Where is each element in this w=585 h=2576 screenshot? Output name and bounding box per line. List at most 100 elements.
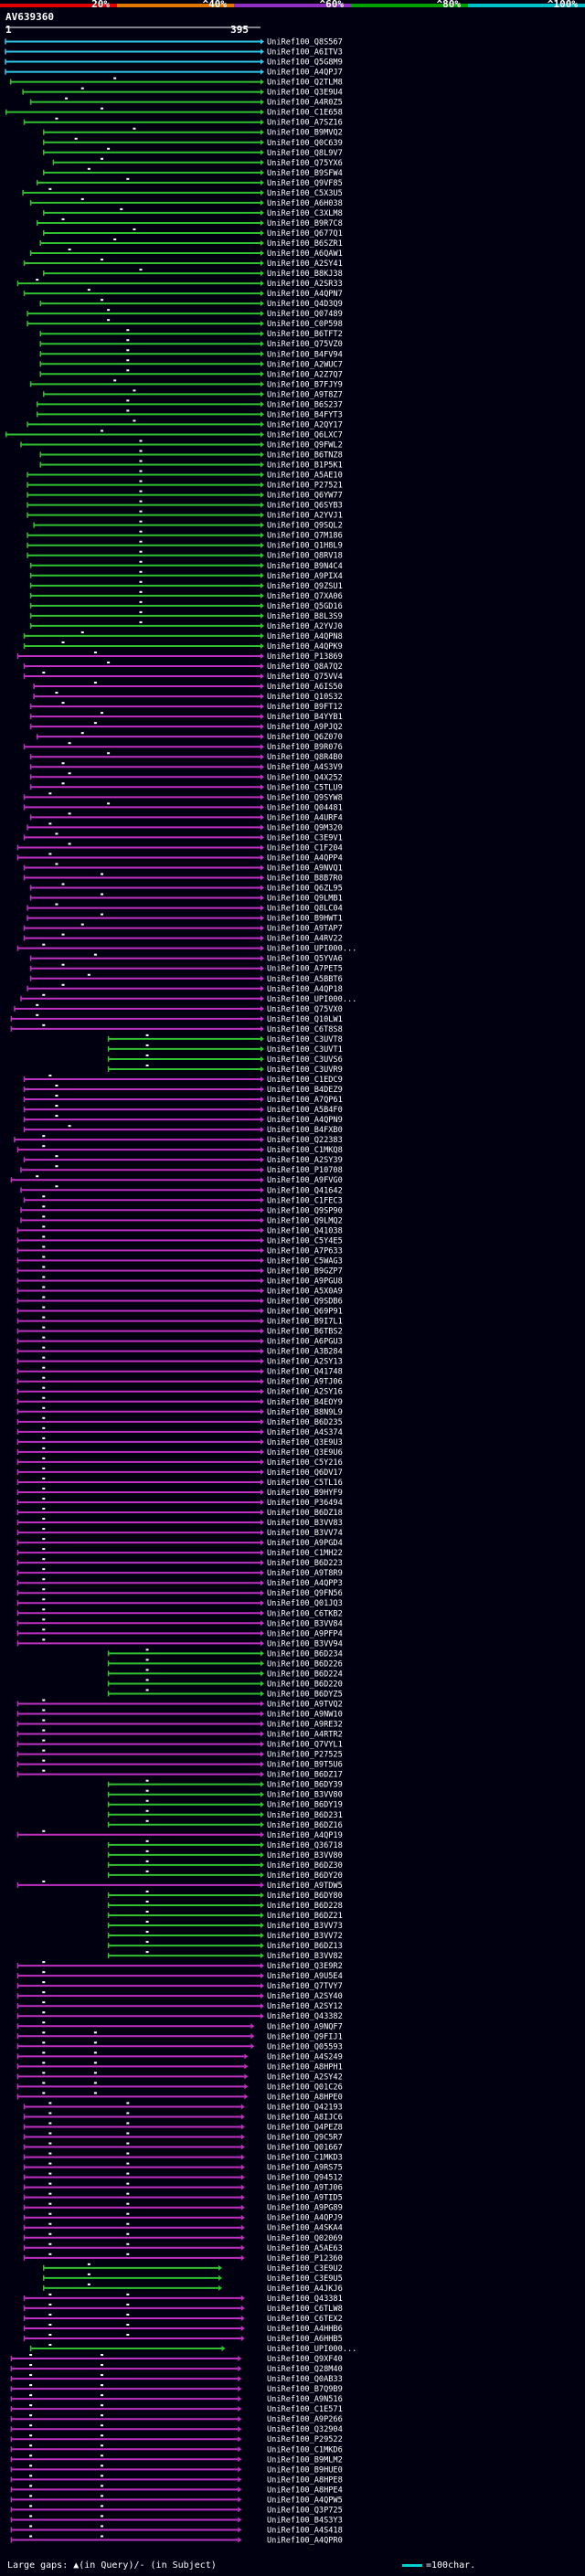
hit-label[interactable]: UniRef100_B3VV74 <box>267 1529 343 1538</box>
hit-label[interactable]: UniRef100_B6D228 <box>267 1902 343 1911</box>
hit-row[interactable]: UniRef100_A2SY12 <box>16 2001 343 2011</box>
hit-row[interactable]: UniRef100_B9T5U6 <box>16 1759 343 1770</box>
hit-row[interactable]: UniRef100_A2SY13 <box>16 1356 343 1367</box>
hit-row[interactable]: UniRef100_Q69P91 <box>16 1306 343 1317</box>
hit-row[interactable]: UniRef100_A9TDW5 <box>16 1880 343 1891</box>
hit-label[interactable]: UniRef100_B4DEZ9 <box>267 1086 343 1095</box>
hit-label[interactable]: UniRef100_Q9LMQ2 <box>267 1216 343 1225</box>
hit-label[interactable]: UniRef100_B9MVQ2 <box>267 129 343 138</box>
hit-label[interactable]: UniRef100_A9NQF7 <box>267 2022 343 2031</box>
hit-row[interactable]: UniRef100_B3VV74 <box>16 1528 343 1538</box>
hit-row[interactable]: UniRef100_A2Z7Q7 <box>39 369 343 379</box>
hit-row[interactable]: UniRef100_A4RTR2 <box>16 1729 343 1740</box>
hit-row[interactable]: UniRef100_Q9FWL2 <box>20 440 343 450</box>
hit-label[interactable]: UniRef100_B6D231 <box>267 1811 343 1820</box>
hit-row[interactable]: UniRef100_P36494 <box>16 1498 343 1508</box>
hit-row[interactable]: UniRef100_Q1H8L9 <box>27 540 343 551</box>
hit-row[interactable]: UniRef100_Q3E9U4 <box>22 87 343 98</box>
hit-label[interactable]: UniRef100_A4JKJ6 <box>267 2284 343 2294</box>
hit-label[interactable]: UniRef100_Q3E9U4 <box>267 89 343 98</box>
hit-row[interactable]: UniRef100_A4QPK9 <box>23 641 343 652</box>
hit-row[interactable]: UniRef100_B3VV73 <box>107 1921 343 1931</box>
hit-label[interactable]: UniRef100_Q3E9R2 <box>267 1962 343 1971</box>
hit-row[interactable]: UniRef100_A4R0Z5 <box>29 97 343 108</box>
hit-row[interactable]: UniRef100_A4QPP4 <box>16 853 343 863</box>
hit-row[interactable]: UniRef100_A5B4F0 <box>23 1105 343 1115</box>
hit-row[interactable]: UniRef100_A5AE10 <box>27 470 343 481</box>
hit-label[interactable]: UniRef100_A2SY39 <box>267 1156 343 1165</box>
hit-row[interactable]: UniRef100_A9NW10 <box>16 1709 343 1720</box>
hit-row[interactable]: UniRef100_Q9LMB1 <box>29 893 343 904</box>
hit-label[interactable]: UniRef100_A9RS75 <box>267 2164 343 2173</box>
hit-label[interactable]: UniRef100_A7SZ16 <box>267 119 343 128</box>
hit-label[interactable]: UniRef100_A4S418 <box>267 2526 343 2535</box>
hit-label[interactable]: UniRef100_A4SKA4 <box>267 2224 343 2233</box>
hit-row[interactable]: UniRef100_C5TLU9 <box>29 782 343 792</box>
hit-label[interactable]: UniRef100_A8HPH1 <box>267 2062 343 2072</box>
hit-label[interactable]: UniRef100_Q9LMB1 <box>267 895 343 904</box>
hit-label[interactable]: UniRef100_A4QPJ9 <box>267 2214 343 2223</box>
hit-label[interactable]: UniRef100_Q7VYL1 <box>267 1741 343 1750</box>
hit-row[interactable]: UniRef100_A2SR33 <box>16 279 343 289</box>
hit-label[interactable]: UniRef100_B3VV72 <box>267 1932 343 1941</box>
hit-label[interactable]: UniRef100_A9TJ06 <box>267 1378 343 1387</box>
hit-row[interactable]: UniRef100_A4JKJ6 <box>43 2283 343 2294</box>
hit-label[interactable]: UniRef100_Q05593 <box>267 2042 343 2051</box>
hit-label[interactable]: UniRef100_A8HPE4 <box>267 2486 343 2495</box>
hit-row[interactable]: UniRef100_A4QPJ9 <box>23 2212 343 2223</box>
hit-label[interactable]: UniRef100_Q9XF40 <box>267 2355 343 2364</box>
hit-row[interactable]: UniRef100_A5X0A9 <box>16 1286 343 1297</box>
hit-row[interactable]: UniRef100_B8KJ38 <box>43 269 343 279</box>
hit-label[interactable]: UniRef100_Q0C639 <box>267 139 343 148</box>
hit-row[interactable]: UniRef100_C1FEC3 <box>23 1195 343 1205</box>
hit-label[interactable]: UniRef100_Q02069 <box>267 2234 343 2243</box>
hit-label[interactable]: UniRef100_B6TNZ8 <box>267 451 343 461</box>
hit-row[interactable]: UniRef100_Q01C26 <box>16 2082 343 2092</box>
hit-row[interactable]: UniRef100_A9RS75 <box>23 2162 343 2173</box>
hit-row[interactable]: UniRef100_A9RE32 <box>16 1719 343 1730</box>
hit-label[interactable]: UniRef100_C0P598 <box>267 320 343 329</box>
hit-label[interactable]: UniRef100_A9TAP7 <box>267 925 343 934</box>
hit-label[interactable]: UniRef100_A5AE10 <box>267 472 343 481</box>
hit-row[interactable]: UniRef100_A2SY39 <box>23 1155 343 1165</box>
hit-label[interactable]: UniRef100_P27521 <box>267 482 343 491</box>
hit-label[interactable]: UniRef100_B9R076 <box>267 743 343 752</box>
hit-row[interactable]: UniRef100_A4QPN7 <box>23 289 343 299</box>
hit-row[interactable]: UniRef100_C5WAG3 <box>16 1256 343 1266</box>
hit-label[interactable]: UniRef100_Q3P725 <box>267 2506 343 2515</box>
hit-label[interactable]: UniRef100_A2SY41 <box>267 260 343 269</box>
hit-label[interactable]: UniRef100_A4QPR0 <box>267 2536 343 2545</box>
hit-row[interactable]: UniRef100_A3B284 <box>16 1346 343 1357</box>
hit-label[interactable]: UniRef100_C1MKD6 <box>267 2445 343 2454</box>
hit-label[interactable]: UniRef100_B3VV82 <box>267 1952 343 1961</box>
hit-label[interactable]: UniRef100_B9SFW4 <box>267 169 343 178</box>
hit-label[interactable]: UniRef100_Q75YX6 <box>267 159 343 168</box>
hit-label[interactable]: UniRef100_A7P633 <box>267 1246 343 1256</box>
hit-label[interactable]: UniRef100_B9T5U6 <box>267 1761 343 1770</box>
hit-row[interactable]: UniRef100_A6QAW1 <box>29 249 343 259</box>
hit-label[interactable]: UniRef100_B6DY80 <box>267 1892 343 1901</box>
hit-label[interactable]: UniRef100_A4QPN9 <box>267 1116 343 1125</box>
hit-label[interactable]: UniRef100_Q94512 <box>267 2174 343 2183</box>
hit-label[interactable]: UniRef100_C3E9V1 <box>267 833 343 843</box>
hit-row[interactable]: UniRef100_B9N4C4 <box>29 560 343 571</box>
hit-row[interactable]: UniRef100_P29522 <box>10 2434 343 2444</box>
hit-label[interactable]: UniRef100_Q41642 <box>267 1186 343 1195</box>
hit-label[interactable]: UniRef100_Q9M320 <box>267 823 343 832</box>
hit-label[interactable]: UniRef100_C6T8S8 <box>267 1025 343 1034</box>
hit-label[interactable]: UniRef100_A4QPP3 <box>267 1579 343 1588</box>
hit-label[interactable]: UniRef100_A2SY42 <box>267 2072 343 2082</box>
hit-row[interactable]: UniRef100_B4FV94 <box>39 349 343 359</box>
hit-label[interactable]: UniRef100_C5X3U5 <box>267 189 343 198</box>
hit-row[interactable]: UniRef100_C1E571 <box>10 2404 343 2414</box>
hit-label[interactable]: UniRef100_Q01JQ3 <box>267 1599 343 1608</box>
hit-row[interactable]: UniRef100_B9I7L1 <box>16 1316 343 1327</box>
hit-row[interactable]: UniRef100_Q43382 <box>16 2011 343 2021</box>
hit-row[interactable]: UniRef100_C3E9U2 <box>43 2263 343 2274</box>
hit-label[interactable]: UniRef100_B6SZR1 <box>267 239 343 249</box>
hit-row[interactable]: UniRef100_B8B7R0 <box>23 873 343 884</box>
hit-row[interactable]: UniRef100_A4QPJ7 <box>5 69 343 78</box>
hit-row[interactable]: UniRef100_B6TFT2 <box>39 329 343 339</box>
hit-row[interactable]: UniRef100_UPI000... <box>29 2344 357 2354</box>
hit-row[interactable]: UniRef100_B9HYF9 <box>16 1487 343 1498</box>
